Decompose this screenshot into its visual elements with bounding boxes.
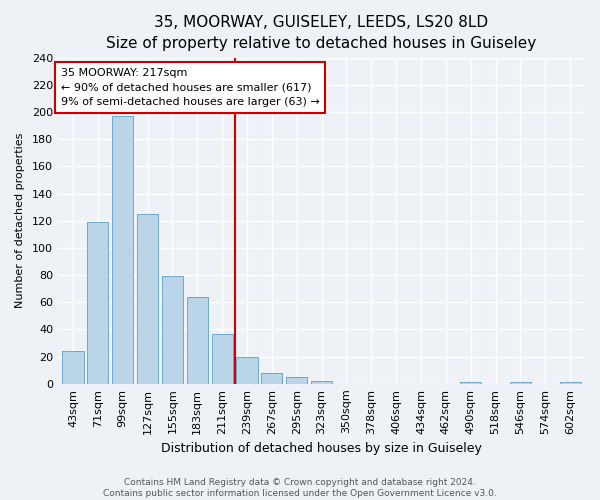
Bar bbox=[162, 276, 183, 384]
Bar bbox=[212, 334, 233, 384]
Bar bbox=[261, 373, 283, 384]
Bar bbox=[137, 214, 158, 384]
Y-axis label: Number of detached properties: Number of detached properties bbox=[15, 133, 25, 308]
Bar bbox=[187, 297, 208, 384]
X-axis label: Distribution of detached houses by size in Guiseley: Distribution of detached houses by size … bbox=[161, 442, 482, 455]
Text: 35 MOORWAY: 217sqm
← 90% of detached houses are smaller (617)
9% of semi-detache: 35 MOORWAY: 217sqm ← 90% of detached hou… bbox=[61, 68, 319, 107]
Bar bbox=[560, 382, 581, 384]
Bar bbox=[62, 351, 83, 384]
Bar bbox=[87, 222, 109, 384]
Text: Contains HM Land Registry data © Crown copyright and database right 2024.
Contai: Contains HM Land Registry data © Crown c… bbox=[103, 478, 497, 498]
Bar bbox=[236, 356, 257, 384]
Bar bbox=[286, 377, 307, 384]
Title: 35, MOORWAY, GUISELEY, LEEDS, LS20 8LD
Size of property relative to detached hou: 35, MOORWAY, GUISELEY, LEEDS, LS20 8LD S… bbox=[106, 15, 536, 51]
Bar bbox=[112, 116, 133, 384]
Bar bbox=[311, 381, 332, 384]
Bar bbox=[460, 382, 481, 384]
Bar bbox=[510, 382, 531, 384]
